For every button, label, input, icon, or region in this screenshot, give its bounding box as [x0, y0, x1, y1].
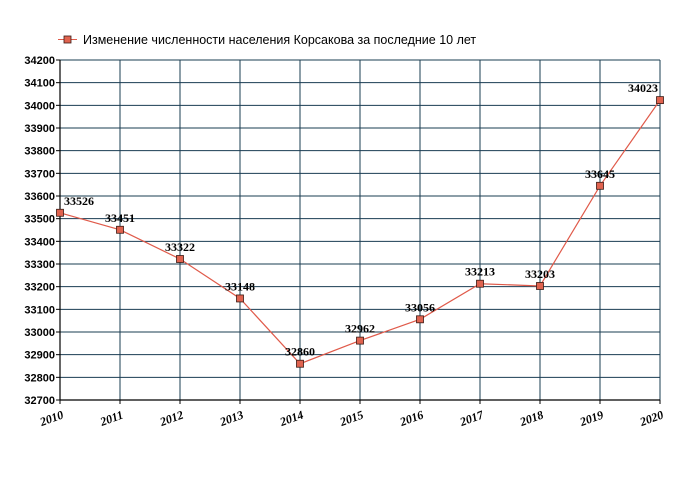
legend-series-label: Изменение численности населения Корсаков…	[83, 33, 476, 47]
data-point	[596, 181, 604, 190]
y-tick-label: 34200	[24, 55, 55, 67]
x-tick-label: 2020	[637, 408, 665, 430]
data-point	[236, 294, 244, 303]
x-tick-label: 2013	[217, 408, 245, 430]
data-point	[176, 255, 184, 263]
data-point	[476, 279, 484, 288]
data-point	[656, 96, 664, 105]
data-labels: 33526 33451 33322 33148 32860 32962 33056 33213…	[64, 81, 658, 359]
data-point	[536, 282, 544, 290]
grid	[59, 59, 661, 401]
legend: Изменение численности населения Корсаков…	[58, 33, 476, 47]
data-point	[356, 336, 364, 345]
data-label: 33645	[585, 167, 615, 181]
data-label: 33213	[465, 265, 495, 279]
data-label: 33056	[405, 300, 435, 314]
y-tick-label: 33700	[24, 168, 55, 180]
y-tick-label: 33300	[24, 259, 55, 271]
y-tick-label: 33800	[24, 146, 55, 158]
x-tick-label: 2012	[157, 408, 185, 430]
x-tick-label: 2014	[277, 408, 305, 430]
x-tick-label: 2011	[97, 408, 125, 429]
y-tick-label: 33100	[24, 304, 55, 316]
y-tick-label: 33000	[24, 327, 55, 339]
y-tick-label: 33900	[24, 123, 55, 135]
axes	[56, 59, 661, 404]
data-point	[416, 315, 424, 324]
y-tick-label: 33200	[24, 282, 55, 294]
y-tick-label: 33400	[24, 236, 55, 248]
x-tick-label: 2019	[577, 408, 605, 430]
y-tick-label: 32800	[24, 372, 55, 384]
x-tick-label: 2015	[337, 408, 365, 430]
y-tick-label: 34100	[24, 78, 55, 90]
data-label: 33148	[225, 279, 255, 293]
y-tick-label: 33500	[24, 214, 55, 226]
data-label: 32962	[345, 322, 375, 336]
y-tick-label: 32900	[24, 350, 55, 362]
x-axis-ticks: 2010 2011 2012 2013 2014 2015 2016 2017 2018 2019…	[37, 407, 665, 429]
y-tick-label: 32700	[24, 395, 55, 407]
x-tick-label: 2010	[37, 408, 65, 430]
data-label: 33451	[105, 211, 135, 225]
x-tick-label: 2018	[517, 408, 545, 430]
data-point	[116, 225, 124, 234]
data-label: 33526	[64, 194, 94, 208]
x-tick-label: 2016	[397, 408, 425, 430]
data-label: 32860	[285, 345, 315, 359]
data-label: 33203	[525, 267, 555, 281]
y-tick-label: 33600	[24, 191, 55, 203]
data-point	[296, 359, 304, 368]
y-axis-ticks: 32700 32800 32900 33000 33100 33200 33300 33400…	[24, 55, 55, 407]
y-tick-label: 34000	[24, 100, 55, 112]
x-tick-label: 2017	[457, 407, 486, 429]
legend-marker	[63, 35, 72, 44]
data-point	[56, 208, 64, 217]
data-label: 34023	[628, 81, 658, 95]
data-points	[56, 96, 664, 368]
data-label: 33322	[165, 240, 195, 254]
